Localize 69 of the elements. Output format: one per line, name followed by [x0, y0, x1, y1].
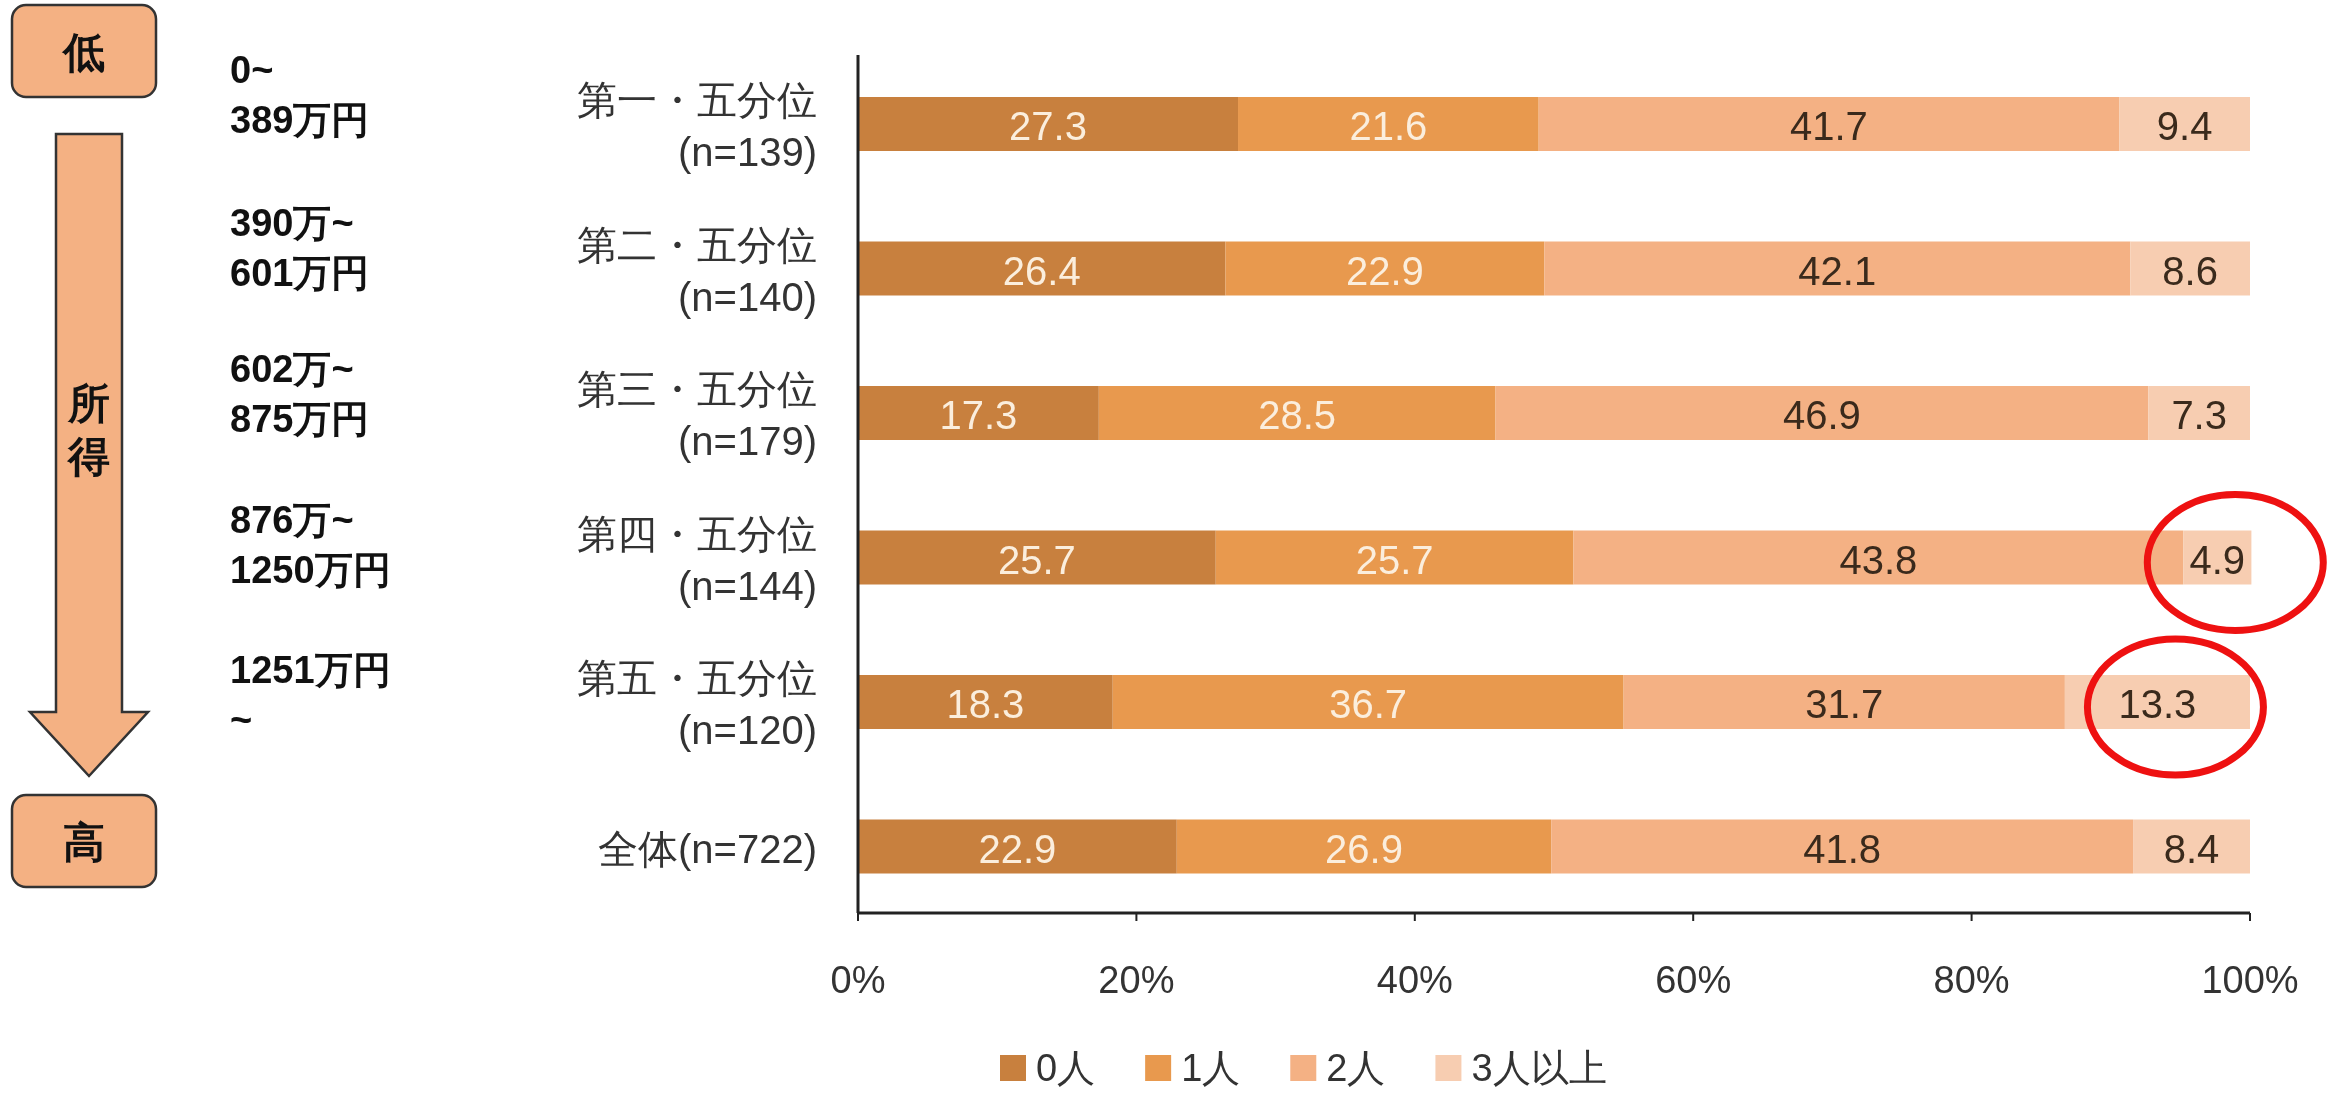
data-label: 22.9 — [978, 826, 1057, 871]
text: 高 — [63, 818, 105, 866]
bar — [1215, 530, 1574, 585]
text: 390万~ 601万円 — [230, 202, 370, 294]
bar — [858, 97, 1239, 151]
data-label: 9.4 — [2156, 104, 2213, 148]
data-label: 22.9 — [1345, 248, 1424, 293]
data-label: 8.6 — [2162, 248, 2218, 293]
bar — [2119, 97, 2250, 151]
bar — [1098, 386, 1496, 440]
data-label: 25.7 — [997, 537, 1076, 582]
bar — [1112, 675, 1624, 729]
data-label: 41.8 — [1803, 826, 1882, 871]
x-tick-label: 100% — [2201, 959, 2299, 1001]
y-tick-label: 第三・五分位 (n=179) — [577, 367, 817, 463]
y-tick-label: 第四・五分位 (n=144) — [577, 511, 817, 608]
data-label: 26.9 — [1325, 826, 1403, 871]
text: 602万~ 875万円 — [230, 348, 370, 440]
bar — [1551, 819, 2134, 874]
x-tick-label: 0% — [830, 959, 886, 1001]
data-label: 41.7 — [1789, 104, 1868, 148]
data-label: 27.3 — [1009, 104, 1087, 148]
bar — [1623, 675, 2065, 729]
y-tick-label: 全体(n=722) — [598, 826, 817, 871]
data-label: 21.6 — [1349, 104, 1428, 148]
data-label: 46.9 — [1783, 393, 1861, 437]
bar — [1238, 97, 1539, 151]
bar — [858, 241, 1226, 296]
x-tick-label: 20% — [1098, 959, 1175, 1001]
legend-label: 3人以上 — [1471, 1047, 1607, 1089]
text: 0~ 389万円 — [230, 49, 370, 141]
bar — [2133, 819, 2250, 874]
text: 876万~ 1250万円 — [230, 499, 391, 591]
data-label: 7.3 — [2171, 393, 2227, 437]
bar — [1538, 97, 2120, 151]
data-label: 25.7 — [1355, 537, 1434, 582]
legend-label: 0人 — [1036, 1047, 1096, 1089]
bar — [858, 386, 1099, 440]
legend-label: 2人 — [1326, 1047, 1386, 1089]
data-label: 4.9 — [2189, 537, 2246, 582]
text: 所得 — [66, 380, 110, 480]
data-label: 26.4 — [1002, 248, 1081, 293]
data-label: 42.1 — [1798, 248, 1877, 293]
text: 低 — [61, 28, 105, 76]
data-label: 8.4 — [2163, 826, 2220, 871]
data-label: 31.7 — [1805, 682, 1884, 726]
y-tick-label: 第一・五分位 (n=139) — [577, 78, 817, 174]
bar — [1176, 819, 1552, 874]
x-tick-label: 40% — [1376, 959, 1453, 1001]
data-label: 43.8 — [1839, 537, 1918, 582]
bar — [1225, 241, 1545, 296]
data-label: 18.3 — [946, 682, 1025, 726]
bar — [858, 819, 1177, 874]
bar — [858, 530, 1216, 585]
bar — [2148, 386, 2250, 440]
bar — [2130, 241, 2250, 296]
bar — [1544, 241, 2131, 296]
data-label: 13.3 — [2118, 682, 2197, 726]
x-tick-label: 80% — [1933, 959, 2010, 1001]
data-label: 36.7 — [1329, 682, 1408, 726]
bar — [858, 675, 1113, 729]
x-tick-label: 60% — [1655, 959, 1732, 1001]
legend-label: 1人 — [1181, 1047, 1241, 1089]
data-label: 28.5 — [1258, 393, 1337, 437]
y-tick-label: 第五・五分位 (n=120) — [577, 656, 817, 752]
bar — [1495, 386, 2149, 440]
y-tick-label: 第二・五分位 (n=140) — [577, 222, 817, 319]
text: 1251万円 ~ — [230, 649, 391, 741]
data-label: 17.3 — [939, 393, 1018, 437]
